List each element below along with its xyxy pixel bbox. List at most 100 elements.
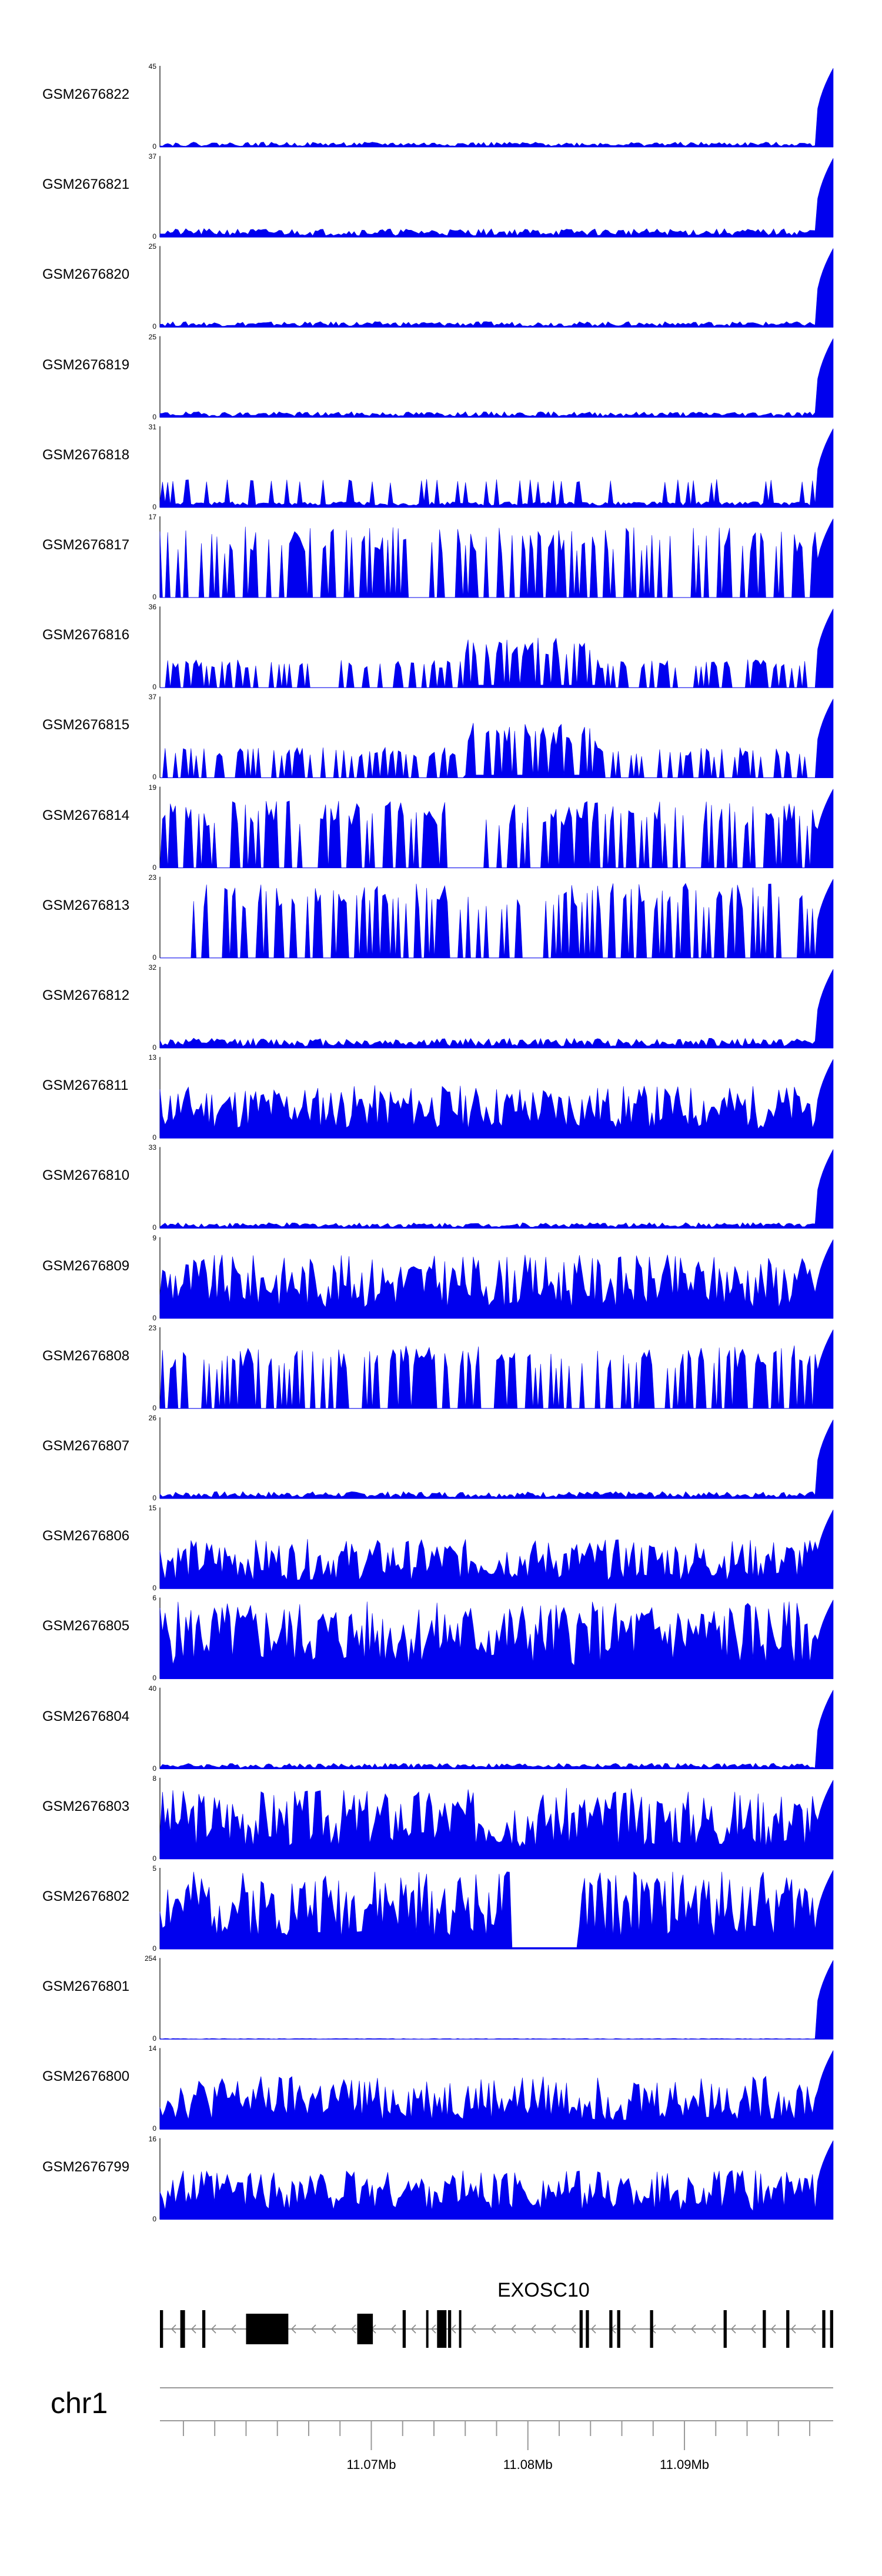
track-ymax-label: 25	[148, 242, 156, 251]
coverage-area	[159, 1149, 834, 1229]
coverage-area	[159, 68, 834, 148]
track-ymin-label: 0	[152, 1494, 156, 1502]
gene-exon	[426, 2310, 429, 2348]
gene-exon	[180, 2310, 185, 2348]
gene-exon	[786, 2310, 790, 2348]
track-label: GSM2676810	[42, 1167, 130, 1184]
coverage-area	[160, 699, 834, 778]
track-GSM2676800	[159, 2048, 834, 2130]
track-ymax-label: 19	[148, 783, 156, 792]
track-ymin-label: 0	[152, 2214, 156, 2223]
track-ymin-label: 0	[152, 1313, 156, 1322]
track-ymin-label: 0	[152, 1944, 156, 1953]
track-label: GSM2676812	[42, 987, 130, 1003]
strand-arrow	[230, 2324, 236, 2334]
track-ymax-label: 23	[148, 873, 156, 882]
track-label: GSM2676811	[42, 1077, 129, 1094]
strand-arrow	[750, 2324, 756, 2334]
track-ymax-label: 40	[148, 1684, 156, 1693]
track-ymax-label: 45	[148, 62, 156, 71]
gene-exon	[402, 2310, 406, 2348]
track-ymax-label: 9	[152, 1233, 156, 1242]
chromosome-label: chr1	[51, 2387, 108, 2420]
track-GSM2676813	[159, 876, 834, 959]
track-GSM2676820	[159, 246, 834, 328]
track-GSM2676818	[159, 426, 834, 508]
strand-arrow	[530, 2324, 536, 2334]
track-label: GSM2676821	[42, 176, 130, 193]
coverage-area	[159, 428, 834, 508]
track-label: GSM2676820	[42, 266, 130, 283]
axis-tick-label: 11.08Mb	[503, 2457, 553, 2472]
track-label: GSM2676806	[42, 1528, 130, 1544]
track-GSM2676811	[159, 1057, 834, 1139]
gene-name-label: EXOSC10	[497, 2279, 590, 2301]
strand-arrow	[770, 2324, 776, 2334]
strand-arrow	[430, 2324, 436, 2334]
track-label: GSM2676805	[42, 1618, 130, 1634]
track-ymax-label: 14	[148, 2044, 156, 2053]
coverage-area	[159, 2140, 834, 2220]
track-label: GSM2676807	[42, 1438, 130, 1454]
track-label: GSM2676802	[42, 1888, 130, 1904]
strand-arrow	[810, 2324, 816, 2334]
coverage-area	[159, 2050, 834, 2130]
track-label: GSM2676818	[42, 446, 130, 463]
track-ymin-label: 0	[152, 1133, 156, 1142]
coverage-area	[159, 789, 834, 868]
track-ymin-label: 0	[152, 773, 156, 782]
track-GSM2676819	[159, 336, 834, 418]
track-ymin-label: 0	[152, 1674, 156, 1683]
coverage-area	[159, 1780, 834, 1860]
track-ymin-label: 0	[152, 1764, 156, 1773]
track-ymax-label: 37	[148, 152, 156, 161]
track-ymax-label: 33	[148, 1143, 156, 1152]
track-label: GSM2676799	[42, 2158, 130, 2175]
gene-model-EXOSC10	[160, 2310, 833, 2348]
coverage-area	[159, 1419, 834, 1499]
track-ymax-label: 15	[148, 1504, 156, 1513]
strand-arrow	[510, 2324, 516, 2334]
track-ymax-label: 26	[148, 1414, 156, 1422]
gene-exon	[246, 2314, 289, 2344]
strand-arrow	[630, 2324, 636, 2334]
track-ymax-label: 5	[152, 1864, 156, 1873]
strand-arrow	[330, 2324, 336, 2334]
track-GSM2676808	[159, 1327, 834, 1409]
track-label: GSM2676815	[42, 717, 130, 733]
strand-arrow	[290, 2324, 296, 2334]
gene-exon	[586, 2310, 589, 2348]
track-ymin-label: 0	[152, 1223, 156, 1232]
strand-arrow	[410, 2324, 416, 2334]
track-GSM2676805	[159, 1597, 834, 1679]
strand-arrow	[211, 2324, 216, 2334]
track-GSM2676816	[159, 606, 834, 688]
track-GSM2676821	[159, 156, 834, 238]
gene-exon	[617, 2310, 620, 2348]
track-GSM2676806	[159, 1507, 834, 1589]
coverage-area	[160, 609, 834, 688]
track-ymin-label: 0	[152, 1854, 156, 1863]
coverage-area	[159, 1059, 834, 1139]
track-GSM2676801	[159, 1958, 834, 2040]
gene-exon	[202, 2310, 206, 2348]
track-ymin-label: 0	[152, 502, 156, 511]
coverage-area	[159, 1239, 834, 1319]
strand-arrow	[350, 2324, 356, 2334]
strand-arrow	[790, 2324, 796, 2334]
coverage-area	[159, 1870, 834, 1950]
track-ymax-label: 37	[148, 693, 156, 702]
track-label: GSM2676804	[42, 1708, 130, 1724]
track-label: GSM2676819	[42, 356, 130, 373]
track-ymax-label: 17	[148, 513, 156, 521]
track-label: GSM2676809	[42, 1257, 130, 1274]
coverage-area	[159, 1960, 834, 2040]
strand-arrow	[570, 2324, 576, 2334]
strand-arrow	[450, 2324, 456, 2334]
gene-exon	[650, 2310, 653, 2348]
strand-arrow	[550, 2324, 556, 2334]
axis-tick-label: 11.07Mb	[346, 2457, 396, 2472]
coverage-area	[159, 1510, 834, 1589]
